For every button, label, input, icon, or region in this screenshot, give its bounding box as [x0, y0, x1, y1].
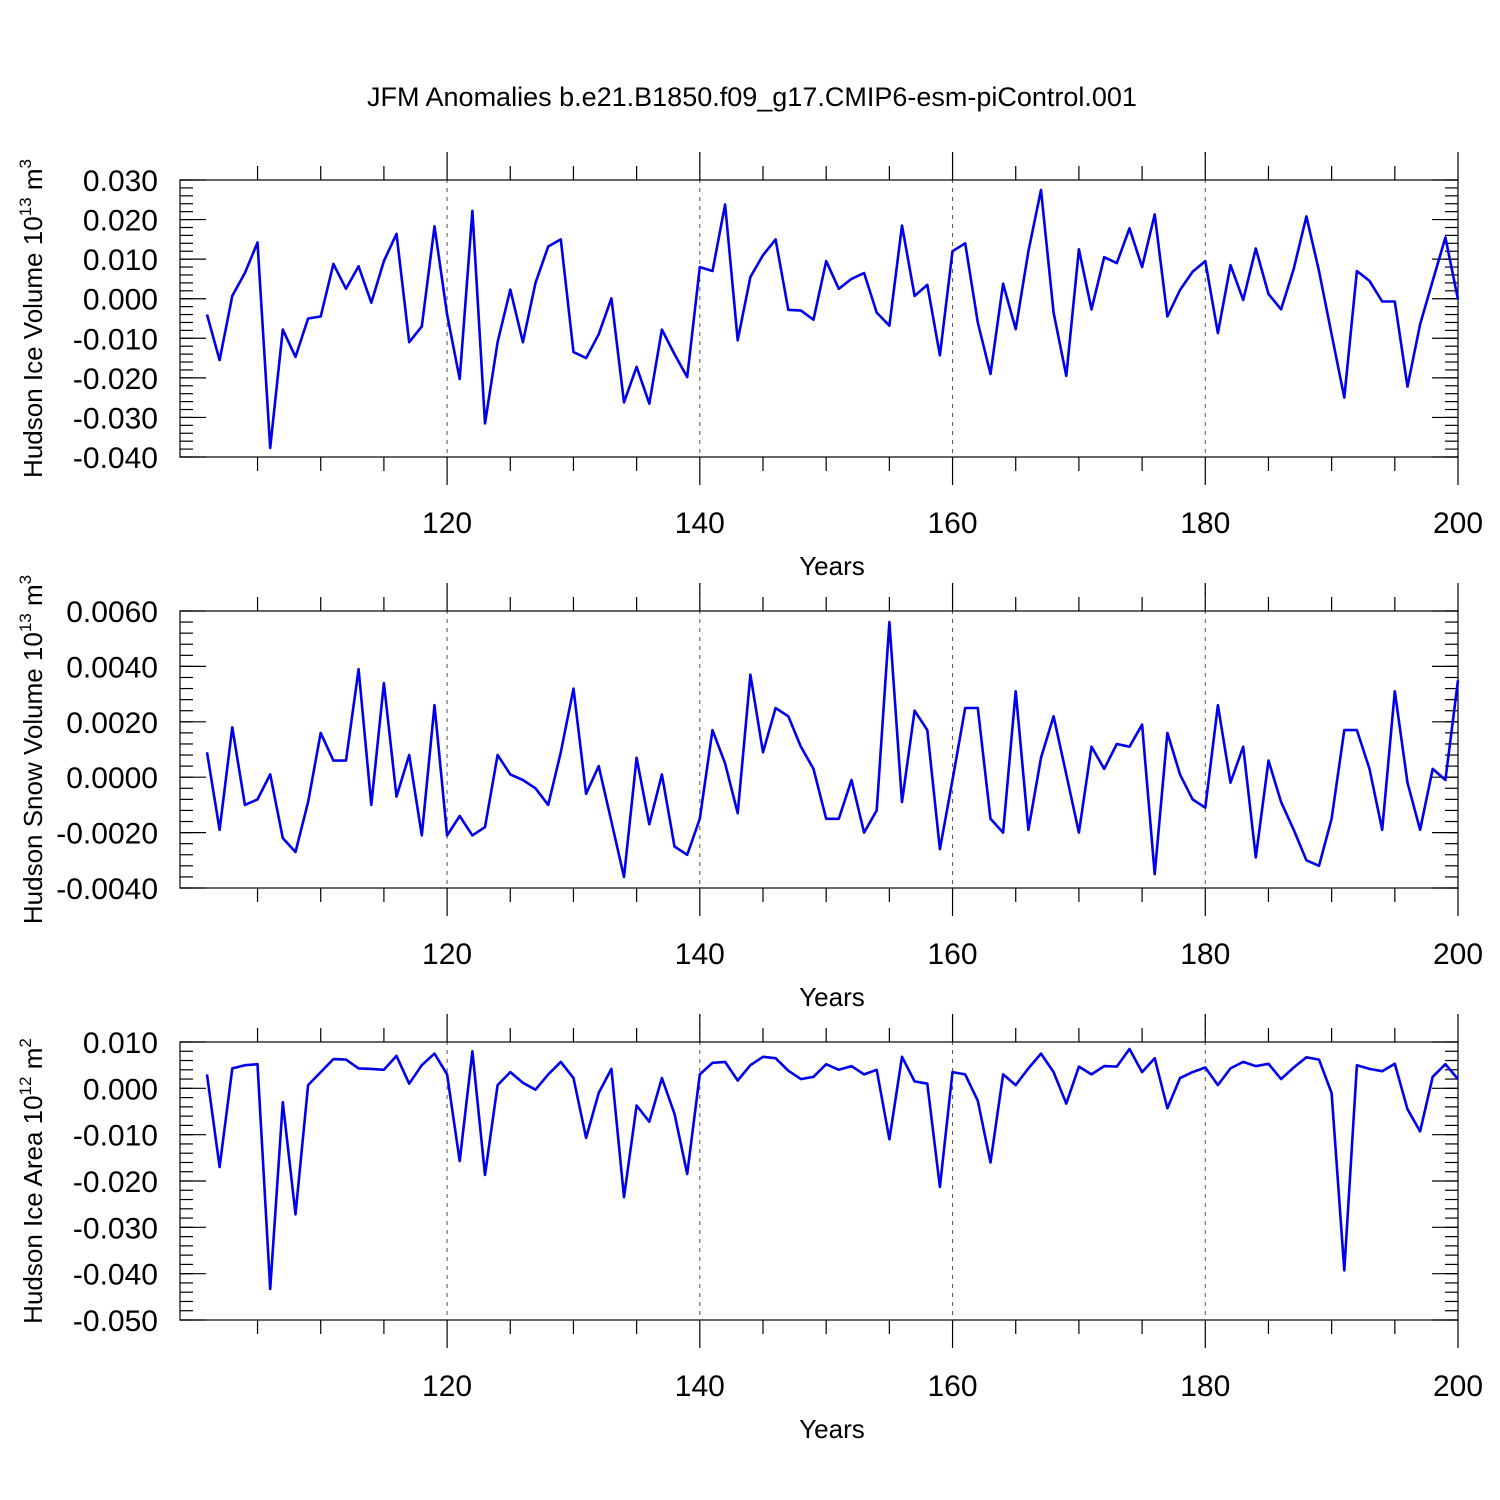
y-tick-label: 0.0000 [66, 762, 158, 795]
x-tick-label: 200 [1433, 1370, 1483, 1403]
x-tick-label: 120 [422, 938, 472, 971]
ylabel-hudson-snow-volume: Hudson Snow Volume 1013 m3 [16, 575, 48, 924]
panel-hudson-snow-volume: Hudson Snow Volume 1013 m3 Years 0.0060 0… [16, 575, 1483, 1012]
y-tick-label: -0.020 [73, 363, 158, 396]
ylabel-exponent: 13 [16, 197, 35, 216]
y-tick-label: 0.000 [83, 284, 158, 317]
y-tick-label: -0.030 [73, 1212, 158, 1245]
y-tick-label: -0.040 [73, 442, 158, 475]
xlabel-years: Years [799, 551, 865, 581]
plot-frame [179, 1041, 1459, 1321]
ylabel-hudson-ice-area: Hudson Ice Area 1012 m2 [16, 1038, 48, 1324]
ylabel-unit: m [18, 584, 48, 613]
ylabel-exponent: 12 [16, 1077, 35, 1096]
y-tick-label: -0.0040 [56, 873, 158, 906]
y-tick-label: -0.010 [73, 1120, 158, 1153]
x-tick-label: 140 [675, 1370, 725, 1403]
panel-hudson-ice-volume: Hudson Ice Volume 1013 m3 Years 0.0300.0… [16, 152, 1483, 581]
y-tick-label: -0.0020 [56, 818, 158, 851]
x-tick-label: 160 [928, 938, 978, 971]
panel-hudson-ice-area: Hudson Ice Area 1012 m2 Years 0.010 0.000… [16, 1014, 1483, 1444]
ylabel-exponent: 13 [16, 613, 35, 632]
y-tick-label: 0.000 [83, 1073, 158, 1106]
x-tick-label: 180 [1180, 507, 1230, 540]
ylabel-unit-exponent: 2 [16, 1038, 35, 1047]
x-tick-label: 160 [928, 1370, 978, 1403]
x-tick-label: 140 [675, 938, 725, 971]
x-tick-label: 140 [675, 507, 725, 540]
y-tick-label: 0.0040 [66, 651, 158, 684]
ylabel-main: Hudson Ice Volume 10 [18, 216, 48, 478]
y-tick-label: 0.0060 [66, 596, 158, 629]
ylabel-unit-exponent: 3 [16, 159, 35, 168]
y-tick-label: 0.0020 [66, 707, 158, 740]
y-tick-label: -0.050 [73, 1305, 158, 1338]
x-tick-label: 200 [1433, 938, 1483, 971]
plot-frame [179, 179, 1459, 458]
ylabel-main: Hudson Snow Volume 10 [18, 632, 48, 924]
y-tick-label: -0.020 [73, 1166, 158, 1199]
xlabel-years: Years [799, 1414, 865, 1444]
ylabel-unit: m [18, 1048, 48, 1077]
y-tick-label: 0.010 [83, 244, 158, 277]
x-tick-label: 200 [1433, 507, 1483, 540]
x-tick-label: 160 [928, 507, 978, 540]
series-line [205, 620, 1460, 879]
series-line [205, 1047, 1459, 1291]
y-tick-label: 0.020 [83, 205, 158, 238]
x-tick-label: 180 [1180, 1370, 1230, 1403]
ylabel-unit: m [18, 169, 48, 198]
x-tick-label: 180 [1180, 938, 1230, 971]
figure-title: JFM Anomalies b.e21.B1850.f09_g17.CMIP6-… [367, 82, 1137, 112]
y-tick-label: -0.030 [73, 402, 158, 435]
x-tick-label: 120 [422, 1370, 472, 1403]
y-tick-label: 0.010 [83, 1027, 158, 1060]
xlabel-years: Years [799, 982, 865, 1012]
ylabel-hudson-ice-volume: Hudson Ice Volume 1013 m3 [16, 159, 48, 478]
ylabel-main: Hudson Ice Area 10 [18, 1095, 48, 1323]
ylabel-unit-exponent: 3 [16, 575, 35, 584]
plot-frame [179, 610, 1459, 889]
series-line [205, 188, 1460, 450]
x-tick-label: 120 [422, 507, 472, 540]
y-tick-label: 0.030 [83, 165, 158, 198]
y-tick-label: -0.010 [73, 323, 158, 356]
y-tick-label: -0.040 [73, 1259, 158, 1292]
